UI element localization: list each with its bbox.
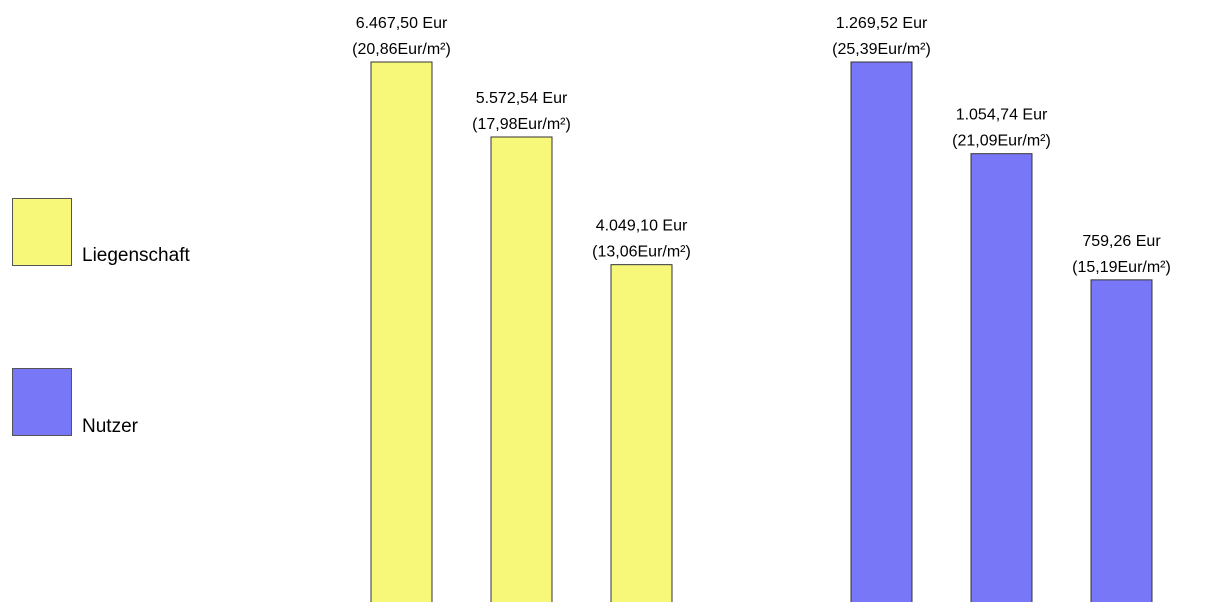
bar-liegenschaft-2 [490, 136, 553, 602]
bar-liegenschaft-3 [610, 264, 673, 602]
bar-sublabel: (25,39Eur/m²) [832, 41, 931, 58]
bar-nutzer-3 [1090, 279, 1153, 602]
bar-value-label: 1.054,74 Eur [956, 107, 1048, 124]
bar-sublabel: (13,06Eur/m²) [592, 244, 691, 261]
bar-sublabel: (21,09Eur/m²) [952, 133, 1051, 150]
bar-sublabel: (17,98Eur/m²) [472, 116, 571, 133]
bar-value-label: 6.467,50 Eur [356, 15, 448, 32]
bar-nutzer-1 [850, 61, 913, 602]
bar-value-label: 1.269,52 Eur [836, 15, 928, 32]
legend-swatch-nutzer [12, 368, 72, 436]
legend-label-liegenschaft: Liegenschaft [82, 245, 190, 266]
bar-nutzer-2 [970, 153, 1033, 602]
bar-value-label: 5.572,54 Eur [476, 90, 568, 107]
legend-label-nutzer: Nutzer [82, 416, 138, 437]
bar-sublabel: (20,86Eur/m²) [352, 41, 451, 58]
bar-value-label: 4.049,10 Eur [596, 218, 688, 235]
legend-swatch-liegenschaft [12, 198, 72, 266]
bar-sublabel: (15,19Eur/m²) [1072, 259, 1171, 276]
bar-liegenschaft-1 [370, 61, 433, 602]
bar-value-label: 759,26 Eur [1082, 233, 1161, 250]
